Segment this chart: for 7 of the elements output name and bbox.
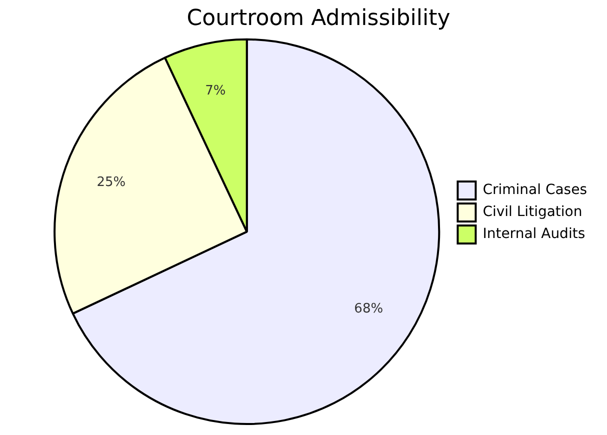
data-label: 68%: [354, 301, 384, 316]
data-label: 7%: [205, 83, 226, 98]
data-label: 25%: [96, 175, 126, 190]
legend-label: Civil Litigation: [482, 204, 582, 220]
legend-label: Internal Audits: [482, 226, 586, 242]
legend-label: Criminal Cases: [482, 182, 587, 198]
chart-title: Courtroom Admissibility: [186, 6, 450, 31]
